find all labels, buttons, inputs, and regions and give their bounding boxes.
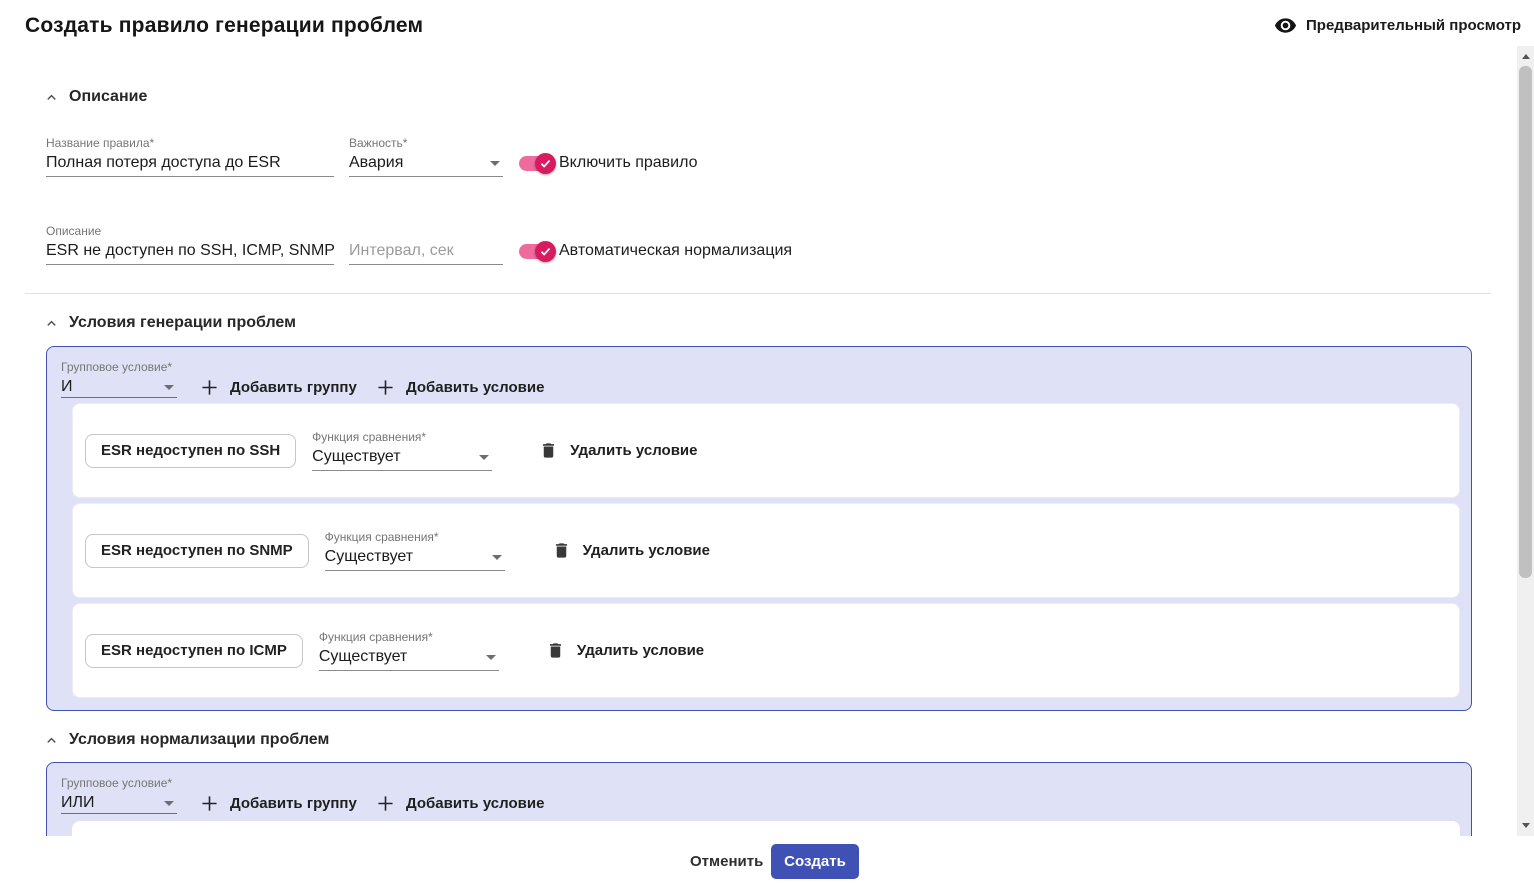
generation-condition-group: Групповое условие* И Добавить группу Доб… [46,346,1472,711]
group-condition-select[interactable]: Групповое условие* ИЛИ [61,776,177,814]
arrow-drop-down-icon [164,384,174,390]
section-toggle-generation[interactable]: Условия генерации проблем [43,312,296,334]
add-condition-button[interactable]: Добавить условие [377,788,544,818]
severity-select[interactable]: Важность* Авария [349,136,503,177]
scrollbar-up-button[interactable] [1517,48,1534,65]
cancel-button[interactable]: Отменить [676,845,777,878]
description-field[interactable]: Описание ESR не доступен по SSH, ICMP, S… [46,224,335,265]
enable-rule-toggle[interactable] [519,153,556,174]
delete-condition-label: Удалить условие [570,442,698,459]
add-condition-button[interactable]: Добавить условие [377,372,544,402]
plus-icon [202,379,217,395]
arrow-drop-down-icon [491,554,502,560]
comparison-function-select[interactable]: Функция сравнения* Существует [318,630,499,671]
group-condition-label: Групповое условие* [61,776,173,790]
check-icon [540,159,551,168]
condition-row: ESR недоступен по SNMP Функция сравнения… [72,503,1460,598]
toggle-thumb [535,153,556,174]
toggle-thumb [535,241,556,262]
add-condition-label: Добавить условие [406,794,545,812]
add-group-label: Добавить группу [230,794,357,812]
comparison-function-label: Функция сравнения* [312,430,427,444]
interval-field[interactable]: Интервал, сек [349,224,503,265]
comparison-function-label: Функция сравнения* [324,530,439,544]
add-group-button[interactable]: Добавить группу [201,372,357,402]
eye-icon [1274,18,1297,33]
add-condition-label: Добавить условие [406,378,545,396]
delete-condition-button[interactable]: Удалить условие [552,540,710,561]
comparison-function-value: Существует [312,448,401,465]
scroll-up-icon [1521,54,1530,59]
severity-value: Авария [349,154,404,171]
section-toggle-description[interactable]: Описание [43,86,147,108]
add-group-button[interactable]: Добавить группу [201,788,357,818]
add-group-label: Добавить группу [230,378,357,396]
chevron-up-icon [47,320,56,326]
group-condition-select[interactable]: Групповое условие* И [61,360,177,398]
normalization-condition-group: Групповое условие* ИЛИ Добавить группу Д… [46,762,1472,836]
scrollbar[interactable] [1517,46,1534,836]
scrollbar-down-button[interactable] [1517,817,1534,834]
delete-condition-button[interactable]: Удалить условие [546,640,704,661]
rule-name-label: Название правила* [46,136,155,150]
comparison-function-value: Существует [318,648,408,665]
create-button[interactable]: Создать [771,844,859,879]
metric-chip[interactable]: ESR недоступен по ICMP [85,633,303,668]
page-title: Создать правило генерации проблем [25,14,424,37]
comparison-function-select[interactable]: Функция сравнения* Существует [312,430,493,471]
comparison-function-value: Существует [324,548,414,565]
preview-button[interactable]: Предварительный просмотр [1274,12,1521,39]
auto-normalization-label: Автоматическая нормализация [559,242,793,259]
condition-row: ESR недоступен по SSH Функция сравнения*… [72,403,1460,498]
group-condition-label: Групповое условие* [61,360,173,374]
description-label: Описание [46,224,102,238]
rule-name-field[interactable]: Название правила* Полная потеря доступа … [46,136,334,177]
enable-rule-label: Включить правило [559,154,698,171]
metric-chip[interactable]: ESR недоступен по SSH [85,433,297,468]
trash-icon [549,643,561,658]
arrow-drop-down-icon [485,654,496,660]
chevron-up-icon [47,94,56,100]
section-title-generation: Условия генерации проблем [69,314,296,331]
plus-icon [378,379,393,395]
form-scroll-area: Описание Название правила* Полная потеря… [0,48,1516,836]
group-condition-value: И [61,378,73,395]
comparison-function-label: Функция сравнения* [318,630,433,644]
arrow-drop-down-icon [164,800,174,806]
plus-icon [202,795,217,811]
trash-icon [543,443,555,458]
section-divider [25,293,1491,294]
auto-normalization-toggle[interactable] [519,241,556,262]
interval-placeholder: Интервал, сек [349,242,454,259]
section-title-normalization: Условия нормализации проблем [69,731,330,748]
check-icon [540,247,551,256]
delete-condition-label: Удалить условие [582,542,710,559]
description-value: ESR не доступен по SSH, ICMP, SNMP [46,242,335,259]
arrow-drop-down-icon [479,454,490,460]
section-title-description: Описание [69,88,148,105]
metric-chip[interactable]: ESR недоступен по SNMP [85,533,309,568]
scrollbar-thumb[interactable] [1519,66,1532,578]
interval-label-spacer [349,224,503,238]
trash-icon [555,543,567,558]
comparison-function-select[interactable]: Функция сравнения* Существует [324,530,505,571]
condition-row: ESR недоступен по ICMP Функция сравнения… [72,603,1460,698]
severity-label: Важность* [349,136,408,150]
plus-icon [378,795,393,811]
condition-row [72,821,1460,836]
delete-condition-button[interactable]: Удалить условие [539,440,698,461]
arrow-drop-down-icon [490,160,500,166]
group-condition-value: ИЛИ [61,794,95,811]
section-toggle-normalization[interactable]: Условия нормализации проблем [43,729,329,751]
chevron-up-icon [47,737,56,743]
delete-condition-label: Удалить условие [576,642,705,659]
scroll-down-icon [1521,823,1530,828]
rule-name-value: Полная потеря доступа до ESR [46,154,281,171]
preview-label: Предварительный просмотр [1306,17,1521,34]
